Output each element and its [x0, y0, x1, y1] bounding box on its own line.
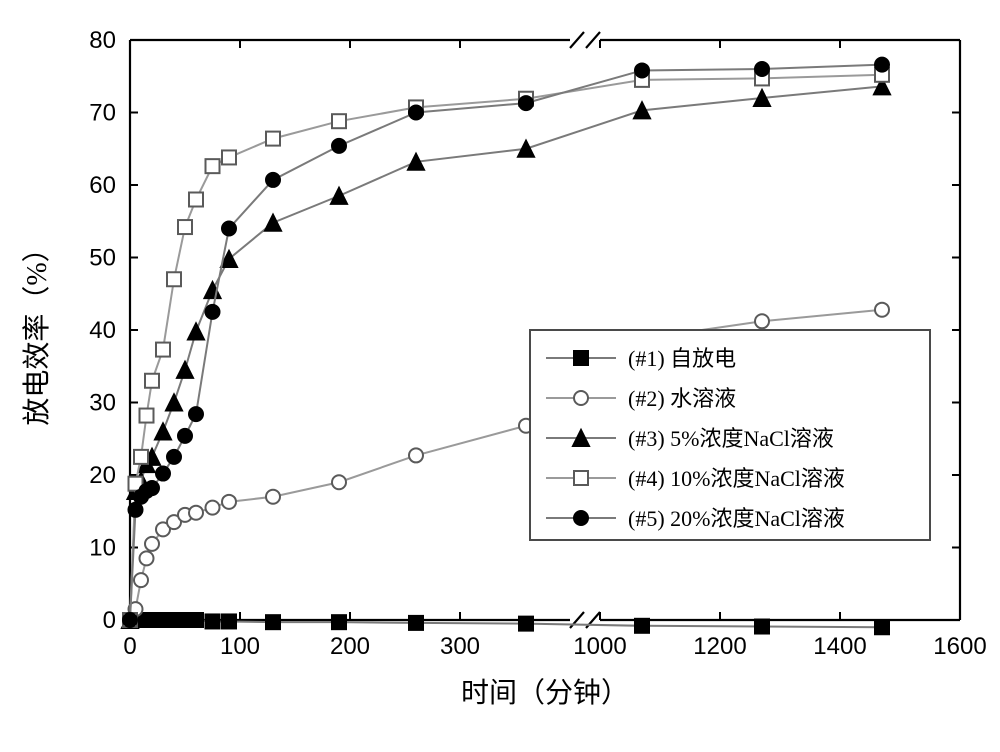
ytick-label: 70	[89, 100, 116, 127]
legend-label: (#5) 20%浓度NaCl溶液	[628, 506, 845, 531]
legend-label: (#3) 5%浓度NaCl溶液	[628, 426, 834, 451]
chart-svg: 0 10 20 30 40 50 60 70 80 0 100 200 300 1000 1200 1400 1…	[0, 0, 1000, 752]
xtick-label: 1400	[813, 633, 866, 660]
x-axis-label: 时间（分钟）	[461, 677, 629, 709]
ytick-label: 30	[89, 390, 116, 417]
xtick-label: 1200	[693, 633, 746, 660]
chart-container: 0 10 20 30 40 50 60 70 80 0 100 200 300 1000 1200 1400 1…	[0, 0, 1000, 752]
xtick-label: 1600	[933, 633, 986, 660]
legend-label: (#4) 10%浓度NaCl溶液	[628, 466, 845, 491]
legend-label: (#2) 水溶液	[628, 386, 736, 411]
xtick-label: 1000	[573, 633, 626, 660]
xtick-label: 200	[330, 633, 370, 660]
xtick-label: 300	[440, 633, 480, 660]
xtick-label: 100	[220, 633, 260, 660]
ytick-label: 50	[89, 245, 116, 272]
ytick-label: 80	[89, 27, 116, 54]
xtick-label: 0	[123, 633, 136, 660]
ytick-label: 20	[89, 462, 116, 489]
legend-label: (#1) 自放电	[628, 346, 736, 371]
ytick-label: 10	[89, 535, 116, 562]
y-axis-label: 放电效率（%）	[21, 234, 53, 425]
ytick-label: 0	[103, 607, 116, 634]
ytick-label: 60	[89, 172, 116, 199]
ytick-label: 40	[89, 317, 116, 344]
